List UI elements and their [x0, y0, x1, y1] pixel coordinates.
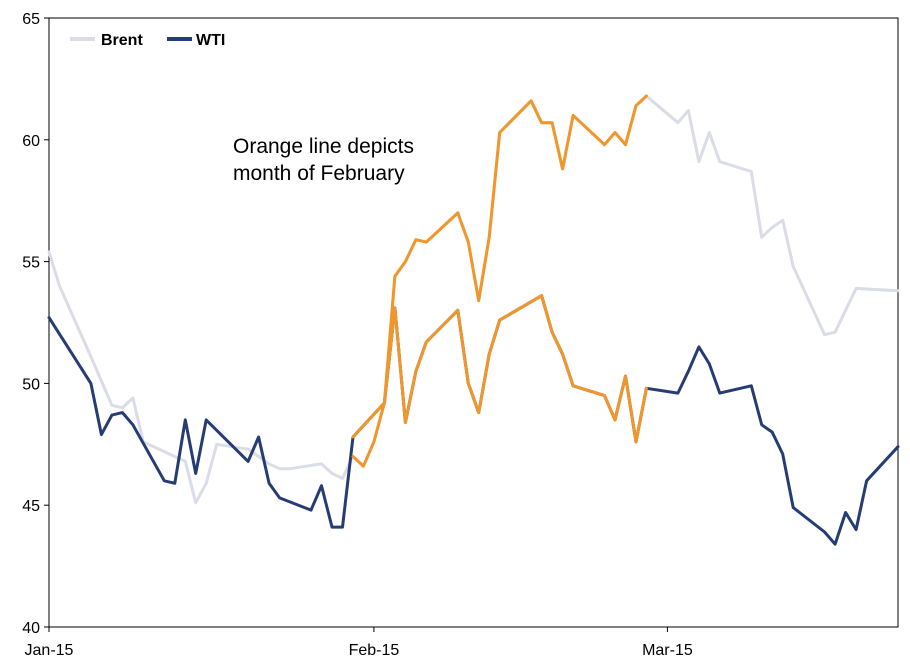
- legend-label-brent: Brent: [101, 32, 143, 49]
- annotation: Orange line depicts month of February: [233, 135, 414, 185]
- plot-frame: [48, 17, 899, 628]
- legend-label-wti: WTI: [196, 32, 225, 49]
- x-tick-label: Jan-15: [25, 642, 74, 659]
- y-tick-label: 60: [22, 133, 40, 150]
- y-tick-label: 40: [22, 620, 40, 637]
- annotation-line-1: Orange line depicts: [233, 135, 414, 158]
- series-line-wti: [47, 294, 900, 546]
- y-axis: 40 45 50 55 60 65: [22, 11, 49, 637]
- february-highlight-brent: [351, 94, 648, 468]
- y-tick-label: 55: [22, 255, 40, 272]
- x-tick-label: Feb-15: [349, 642, 400, 659]
- x-tick-label: Mar-15: [642, 642, 693, 659]
- february-highlight-wti: [351, 294, 648, 444]
- x-axis: Jan-15 Feb-15 Mar-15: [25, 627, 693, 659]
- legend: Brent WTI: [70, 32, 225, 49]
- series-line-brent: [47, 94, 900, 505]
- y-tick-label: 50: [22, 376, 40, 393]
- annotation-line-2: month of February: [233, 162, 405, 185]
- y-tick-label: 65: [22, 11, 40, 28]
- series-lines: [47, 94, 900, 546]
- y-tick-label: 45: [22, 498, 40, 515]
